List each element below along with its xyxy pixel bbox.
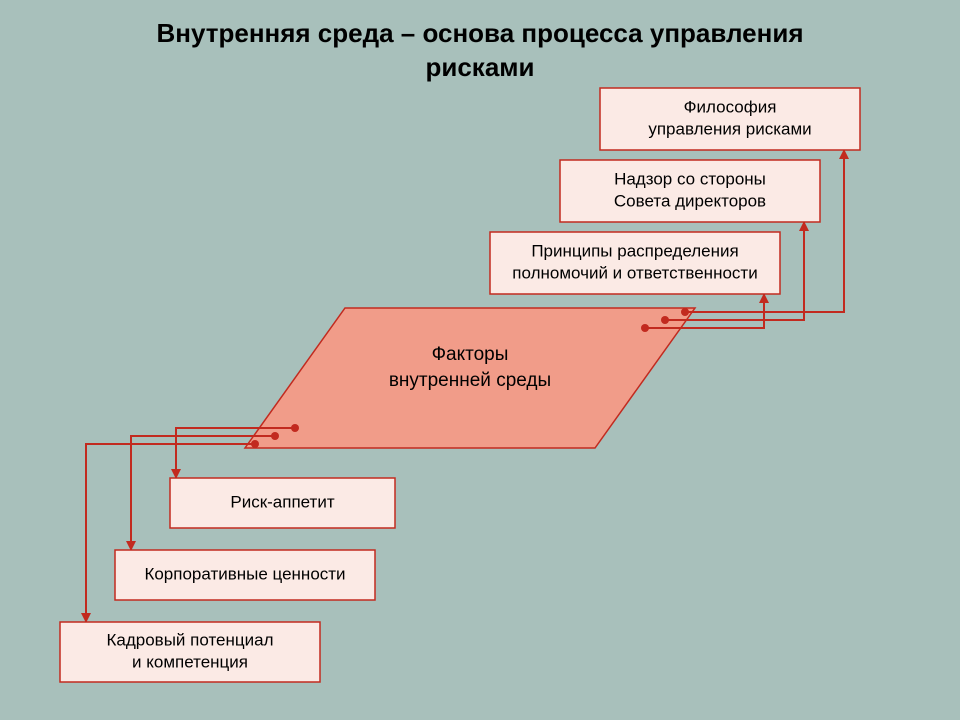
box-corporate-values: Корпоративные ценности — [115, 550, 375, 600]
svg-text:Философия: Философия — [684, 97, 777, 116]
svg-text:Принципы распределения: Принципы распределения — [531, 241, 738, 260]
svg-text:Надзор со стороны: Надзор со стороны — [614, 169, 766, 188]
svg-text:Риск-аппетит: Риск-аппетит — [230, 492, 334, 511]
svg-text:управления рисками: управления рисками — [648, 119, 811, 138]
box-risk-appetite: Риск-аппетит — [170, 478, 395, 528]
box-hr-potential: Кадровый потенциал и компетенция — [60, 622, 320, 682]
connector-dot — [291, 424, 299, 432]
svg-text:внутренней среды: внутренней среды — [389, 370, 551, 391]
svg-text:рисками: рисками — [425, 52, 534, 82]
svg-text:Факторы: Факторы — [432, 344, 509, 365]
connector-dot — [661, 316, 669, 324]
box-philosophy: Философия управления рисками — [600, 88, 860, 150]
svg-text:Кадровый потенциал: Кадровый потенциал — [107, 630, 274, 649]
svg-text:Внутренняя среда – основа проц: Внутренняя среда – основа процесса управ… — [156, 18, 803, 48]
svg-text:Совета директоров: Совета директоров — [614, 191, 766, 210]
connector-dot — [271, 432, 279, 440]
svg-text:и компетенция: и компетенция — [132, 652, 248, 671]
svg-text:Корпоративные ценности: Корпоративные ценности — [144, 564, 345, 583]
diagram-root: Внутренняя среда – основа процесса управ… — [0, 0, 960, 720]
box-oversight: Надзор со стороны Совета директоров — [560, 160, 820, 222]
connector-dot — [641, 324, 649, 332]
connector-dot — [251, 440, 259, 448]
connector-dot — [681, 308, 689, 316]
box-principles: Принципы распределения полномочий и ответ… — [490, 232, 780, 294]
svg-text:полномочий и ответственности: полномочий и ответственности — [512, 263, 757, 282]
